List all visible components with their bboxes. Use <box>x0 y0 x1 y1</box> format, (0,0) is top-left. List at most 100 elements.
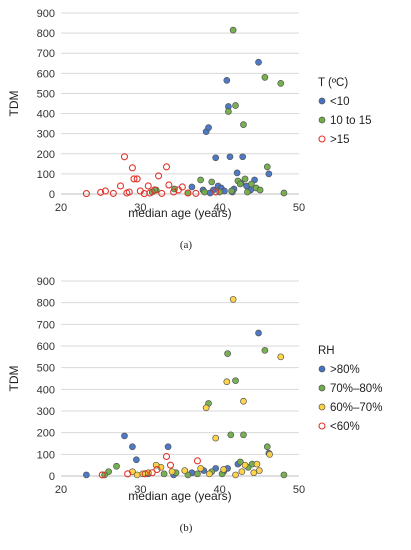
data-point <box>261 74 269 81</box>
data-point <box>227 431 235 439</box>
data-point <box>256 186 264 194</box>
data-point <box>124 470 132 478</box>
data-point <box>153 465 161 474</box>
legend-entry: <60% <box>330 421 360 433</box>
legend-title: T (ºC) <box>318 77 348 89</box>
data-point <box>253 460 261 468</box>
legend-marker <box>318 135 326 143</box>
data-point <box>223 77 231 84</box>
data-point <box>232 102 239 109</box>
data-point <box>116 182 125 190</box>
data-point <box>277 80 285 87</box>
data-point <box>97 188 105 196</box>
data-point <box>144 182 152 190</box>
data-point <box>229 296 237 303</box>
data-point <box>141 470 149 478</box>
legend-marker <box>318 116 326 124</box>
data-points <box>82 26 288 198</box>
data-point <box>130 175 138 183</box>
data-point <box>194 470 201 478</box>
data-point <box>181 467 189 474</box>
data-point <box>120 153 129 161</box>
gridlines <box>61 12 299 175</box>
panel-label: (a) <box>180 239 193 251</box>
data-point <box>109 189 117 197</box>
y-axis-label: TDM <box>7 91 21 117</box>
data-point <box>188 183 196 191</box>
legend-entry: >15 <box>330 134 350 146</box>
y-tick-label: 400 <box>37 384 55 396</box>
legend: T (ºC) <10 10 to 15 >15 <box>318 77 372 146</box>
y-tick-label: 800 <box>37 298 55 310</box>
data-point <box>123 189 131 197</box>
y-tick-label: 100 <box>37 169 55 181</box>
data-point <box>155 172 163 180</box>
data-point <box>113 462 120 470</box>
x-tick-label: 30 <box>134 484 146 496</box>
legend-marker <box>318 97 326 105</box>
gridlines <box>61 280 299 455</box>
x-axis-label: median age (years) <box>128 489 231 503</box>
data-point <box>133 471 141 479</box>
x-tick-label: 40 <box>214 202 226 214</box>
data-point <box>208 178 216 186</box>
data-point <box>229 26 237 34</box>
legend-title: RH <box>318 345 335 357</box>
data-point <box>280 471 288 479</box>
data-point <box>240 121 247 128</box>
y-tick-labels: 0 100 200 300 400 500 600 700 800 900 <box>37 8 55 201</box>
data-point <box>263 163 271 171</box>
data-point <box>280 189 288 197</box>
data-point <box>165 181 173 189</box>
x-tick-labels: 20 30 40 50 <box>55 202 305 214</box>
data-point <box>241 461 249 469</box>
data-point <box>241 175 249 183</box>
data-point <box>236 180 244 188</box>
x-tick-label: 40 <box>214 484 226 496</box>
legend-marker <box>318 403 326 411</box>
data-point <box>164 443 172 451</box>
y-tick-label: 900 <box>37 8 55 20</box>
legend-marker <box>318 365 326 373</box>
data-point <box>205 124 212 131</box>
legend-entry: 70%–80% <box>330 383 382 395</box>
data-point <box>240 397 247 405</box>
y-tick-label: 600 <box>37 341 55 353</box>
data-point <box>232 377 239 385</box>
data-point <box>226 153 234 161</box>
data-point <box>239 153 247 161</box>
y-tick-label: 300 <box>37 129 55 141</box>
data-point <box>82 190 90 198</box>
y-tick-label: 500 <box>37 363 55 375</box>
data-point <box>166 461 175 469</box>
y-tick-label: 0 <box>49 471 55 483</box>
data-point <box>255 467 263 474</box>
data-point <box>248 180 255 188</box>
data-point <box>193 457 202 465</box>
legend: RH >80% 70%–80% 60%–70% <60% <box>318 345 382 433</box>
data-point <box>277 353 285 361</box>
data-point <box>261 346 269 354</box>
data-point <box>255 58 262 66</box>
data-point <box>255 329 262 337</box>
legend-marker <box>318 384 326 392</box>
data-points <box>83 296 288 479</box>
data-point <box>212 154 220 162</box>
data-point <box>101 471 108 479</box>
x-tick-label: 20 <box>55 484 67 496</box>
data-point <box>98 471 106 479</box>
data-point <box>133 175 141 183</box>
data-point <box>162 163 171 171</box>
x-tick-label: 50 <box>293 202 305 214</box>
y-tick-label: 200 <box>37 149 55 161</box>
data-point <box>133 456 140 464</box>
x-tick-label: 50 <box>293 484 305 496</box>
y-tick-label: 500 <box>37 88 55 100</box>
data-point <box>236 458 244 466</box>
data-point <box>158 189 166 197</box>
y-tick-label: 700 <box>37 48 55 60</box>
x-tick-label: 20 <box>55 202 67 214</box>
data-point <box>232 471 239 479</box>
data-point <box>263 443 271 451</box>
